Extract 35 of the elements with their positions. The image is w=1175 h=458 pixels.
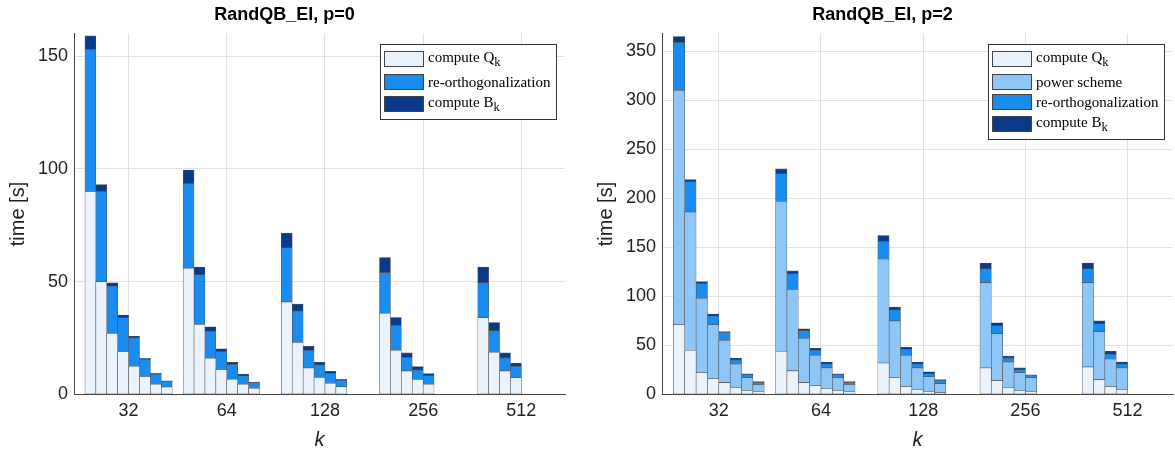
- y-tick-label: 0: [58, 383, 69, 404]
- legend-label: compute Q$_{k}$: [1036, 47, 1109, 71]
- chart-title: RandQB_EI, p=2: [812, 3, 953, 24]
- y-axis-title: time [s]: [593, 181, 616, 247]
- x-tick-label: 512: [1112, 400, 1143, 421]
- x-tick-label: 256: [408, 400, 439, 421]
- x-axis-title: k: [912, 427, 924, 450]
- x-tick-label: 64: [216, 400, 237, 421]
- y-tick-label: 50: [636, 334, 657, 355]
- legend-label: re-orthogonalization: [1036, 92, 1159, 112]
- y-tick-label: 0: [646, 383, 657, 404]
- x-tick-label: 512: [506, 400, 537, 421]
- y-tick-label: 100: [625, 285, 657, 306]
- legend-label: compute B$_{k}$: [1036, 112, 1108, 136]
- x-tick-label: 256: [1010, 400, 1041, 421]
- x-axis-title: k: [314, 427, 326, 450]
- y-tick-label: 250: [625, 138, 657, 159]
- x-tick-label: 128: [908, 400, 939, 421]
- y-tick-label: 150: [37, 45, 69, 66]
- y-tick-label: 300: [625, 89, 657, 110]
- y-axis-title: time [s]: [5, 181, 28, 247]
- x-tick-label: 64: [810, 400, 832, 421]
- legend-label: compute Q$_{k}$: [428, 47, 501, 71]
- y-tick-label: 100: [37, 157, 69, 178]
- legend-label: re-orthogonalization: [428, 72, 551, 92]
- x-tick-label: 128: [309, 400, 340, 421]
- y-tick-label: 200: [625, 187, 657, 208]
- chart-title: RandQB_EI, p=0: [214, 3, 355, 24]
- y-tick-label: 350: [625, 40, 657, 61]
- legend-label: compute B$_{k}$: [428, 92, 500, 116]
- x-tick-label: 32: [708, 400, 729, 421]
- y-tick-label: 50: [48, 270, 69, 291]
- legend-label: power scheme: [1036, 72, 1123, 92]
- x-tick-label: 32: [118, 400, 139, 421]
- y-tick-label: 150: [625, 236, 657, 257]
